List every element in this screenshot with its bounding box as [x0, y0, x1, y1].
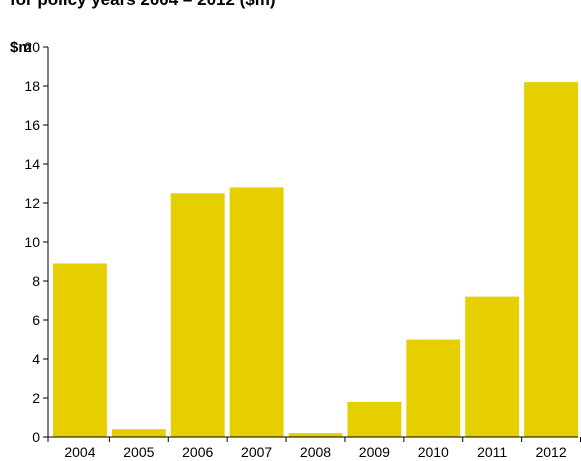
bar-2005	[111, 429, 166, 437]
bar-2008	[288, 433, 343, 437]
x-tick-label: 2012	[535, 444, 566, 460]
x-tick-label: 2004	[64, 444, 95, 460]
y-tick-label: 8	[32, 273, 40, 289]
y-tick-label: 20	[24, 39, 40, 55]
x-tick-label: 2011	[477, 444, 507, 460]
bar-2004	[53, 263, 107, 437]
chart-title: for policy years 2004 – 2012 ($m)	[10, 0, 276, 10]
y-tick-label: 2	[32, 390, 40, 406]
y-tick-label: 14	[24, 156, 40, 172]
x-tick-label: 2008	[300, 444, 331, 460]
bar-2012	[524, 82, 578, 437]
bar-2011	[465, 296, 520, 437]
y-tick-label: 4	[32, 351, 40, 367]
bar-2007	[229, 187, 284, 437]
x-tick-label: 2007	[241, 444, 272, 460]
x-tick-label: 2005	[123, 444, 154, 460]
y-tick-label: 16	[24, 117, 40, 133]
bar-2009	[347, 401, 402, 437]
bar-2010	[406, 339, 461, 437]
y-tick-label: 10	[24, 234, 40, 250]
x-tick-label: 2009	[359, 444, 390, 460]
x-tick-label: 2010	[418, 444, 449, 460]
x-tick-label: 2006	[182, 444, 213, 460]
y-axis-unit-label: $m	[10, 39, 32, 56]
y-tick-label: 18	[24, 78, 40, 94]
bar-2006	[170, 193, 225, 437]
y-tick-label: 0	[32, 429, 40, 445]
y-tick-label: 12	[24, 195, 40, 211]
y-tick-label: 6	[32, 312, 40, 328]
